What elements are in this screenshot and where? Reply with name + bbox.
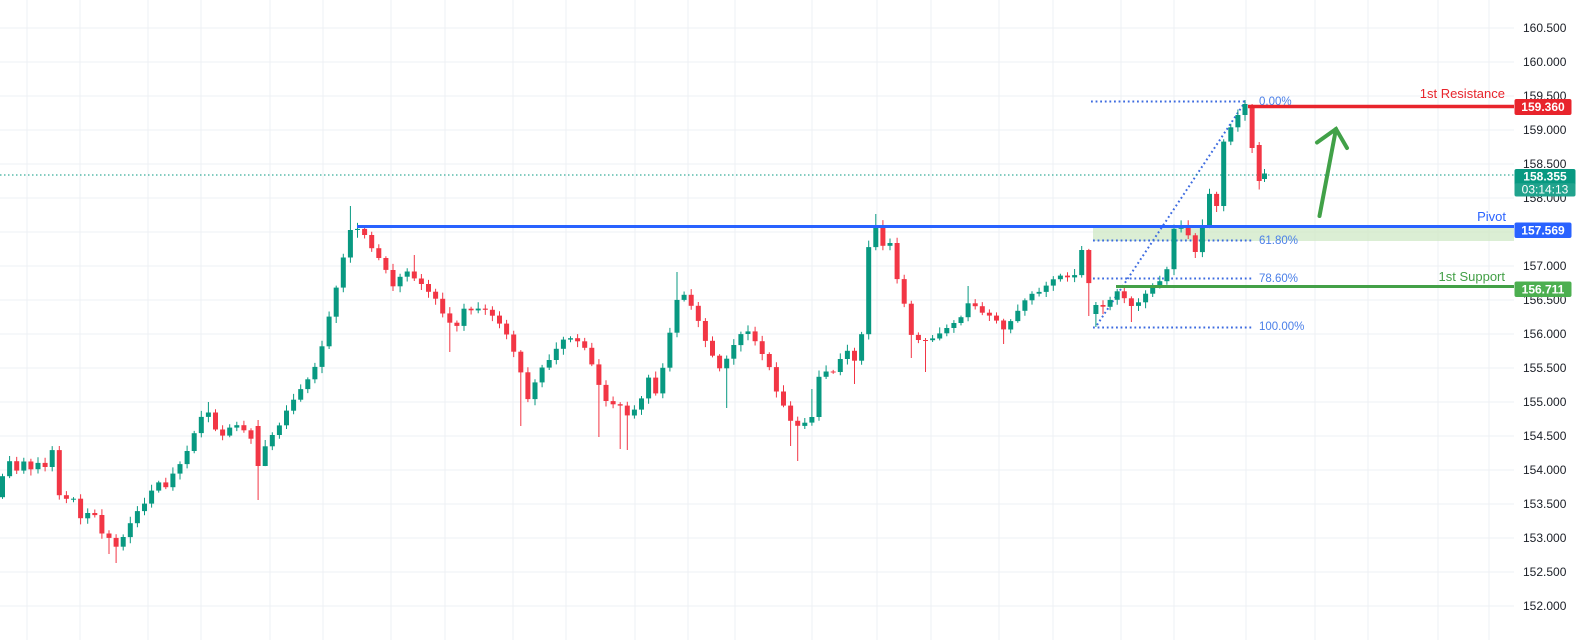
svg-text:Pivot: Pivot	[1477, 209, 1506, 224]
svg-text:159.360: 159.360	[1521, 100, 1565, 114]
svg-text:61.80%: 61.80%	[1259, 235, 1298, 247]
svg-text:157.000: 157.000	[1523, 259, 1567, 273]
svg-text:160.000: 160.000	[1523, 55, 1567, 69]
svg-text:03:14:13: 03:14:13	[1522, 183, 1569, 197]
svg-text:154.500: 154.500	[1523, 429, 1567, 443]
svg-text:1st Support: 1st Support	[1439, 269, 1506, 284]
svg-text:158.355: 158.355	[1523, 170, 1567, 184]
svg-text:158.500: 158.500	[1523, 157, 1567, 171]
svg-text:152.000: 152.000	[1523, 599, 1567, 613]
svg-text:153.500: 153.500	[1523, 497, 1567, 511]
svg-text:157.569: 157.569	[1521, 224, 1565, 238]
svg-text:156.000: 156.000	[1523, 327, 1567, 341]
svg-text:155.500: 155.500	[1523, 361, 1567, 375]
svg-text:78.60%: 78.60%	[1259, 273, 1298, 285]
svg-text:155.000: 155.000	[1523, 395, 1567, 409]
svg-text:159.000: 159.000	[1523, 123, 1567, 137]
svg-text:153.000: 153.000	[1523, 531, 1567, 545]
svg-text:160.500: 160.500	[1523, 21, 1567, 35]
svg-text:100.00%: 100.00%	[1259, 321, 1304, 333]
svg-text:0.00%: 0.00%	[1259, 96, 1292, 108]
svg-text:156.711: 156.711	[1522, 283, 1565, 297]
svg-text:1st Resistance: 1st Resistance	[1420, 86, 1505, 101]
svg-text:152.500: 152.500	[1523, 565, 1567, 579]
svg-text:154.000: 154.000	[1523, 463, 1567, 477]
